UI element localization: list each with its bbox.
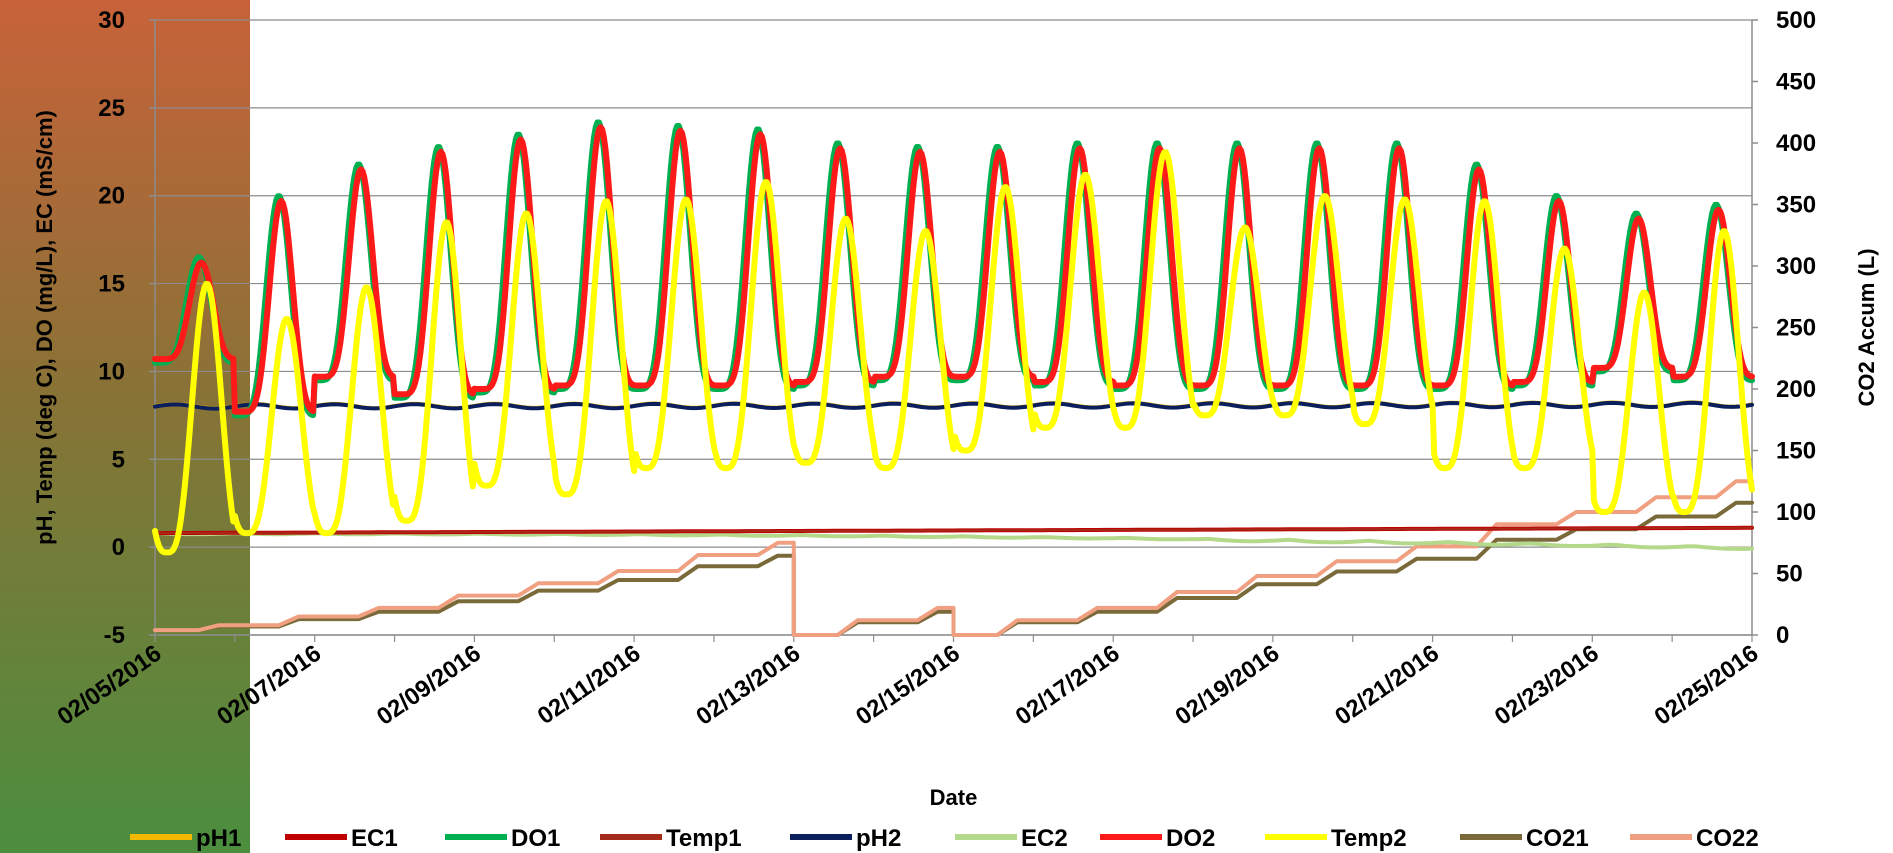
y-right-tick-label: 150 (1776, 438, 1816, 465)
y-right-tick-label: 300 (1776, 253, 1816, 280)
y-left-tick-label: 5 (112, 446, 125, 473)
y-right-tick-label: 500 (1776, 7, 1816, 34)
y-left-tick-label: 15 (98, 271, 125, 298)
legend-label-DO1: DO1 (511, 825, 560, 852)
y-right-tick-label: 450 (1776, 69, 1816, 96)
y-right-tick-label: 250 (1776, 315, 1816, 342)
y-left-tick-label: 0 (112, 534, 125, 561)
series-Temp1-line (154, 526, 1753, 535)
x-tick-label: 02/25/2016 (1650, 640, 1764, 731)
y-left-tick-label: 10 (98, 358, 125, 385)
y-right-tick-label: 400 (1776, 130, 1816, 157)
series-pH2-line (153, 400, 1754, 411)
series-CO22-line (153, 479, 1754, 637)
x-axis-title: Date (930, 785, 978, 810)
legend-label-CO22: CO22 (1696, 825, 1759, 852)
series-Temp2-line (152, 149, 1755, 556)
legend-label-Temp1: Temp1 (666, 825, 742, 852)
x-tick-label: 02/13/2016 (691, 640, 805, 731)
y-left-tick-label: 25 (98, 95, 125, 122)
y-left-tick-label: 20 (98, 183, 125, 210)
x-tick-label: 02/05/2016 (53, 640, 167, 731)
y-right-tick-label: 200 (1776, 376, 1816, 403)
y-right-tick-label: 350 (1776, 192, 1816, 219)
y-left-axis-title: pH, Temp (deg C), DO (mg/L), EC (mS/cm) (32, 110, 57, 545)
x-tick-label: 02/15/2016 (851, 640, 965, 731)
x-tick-label: 02/11/2016 (533, 640, 646, 730)
background-gradient-strip (0, 0, 250, 853)
legend-label-EC1: EC1 (351, 825, 398, 852)
legend-label-CO21: CO21 (1526, 825, 1589, 852)
x-tick-label: 02/19/2016 (1170, 640, 1284, 731)
legend-label-pH1: pH1 (196, 825, 241, 852)
y-right-tick-label: 100 (1776, 499, 1816, 526)
x-tick-label: 02/23/2016 (1490, 640, 1604, 731)
y-right-tick-label: 0 (1776, 622, 1789, 649)
legend-label-Temp2: Temp2 (1331, 825, 1407, 852)
x-tick-label: 02/21/2016 (1330, 640, 1444, 731)
series-DO2-line (152, 124, 1755, 415)
y-left-tick-label: 30 (98, 7, 125, 34)
y-right-tick-label: 50 (1776, 561, 1803, 588)
x-tick-label: 02/09/2016 (372, 640, 486, 731)
y-right-axis-title: CO2 Accum (L) (1854, 248, 1879, 406)
legend-label-EC2: EC2 (1021, 825, 1068, 852)
x-tick-label: 02/17/2016 (1011, 640, 1125, 731)
y-left-tick-label: -5 (104, 622, 125, 649)
x-tick-label: 02/07/2016 (212, 640, 326, 731)
legend-label-pH2: pH2 (856, 825, 901, 852)
legend-label-DO2: DO2 (1166, 825, 1215, 852)
